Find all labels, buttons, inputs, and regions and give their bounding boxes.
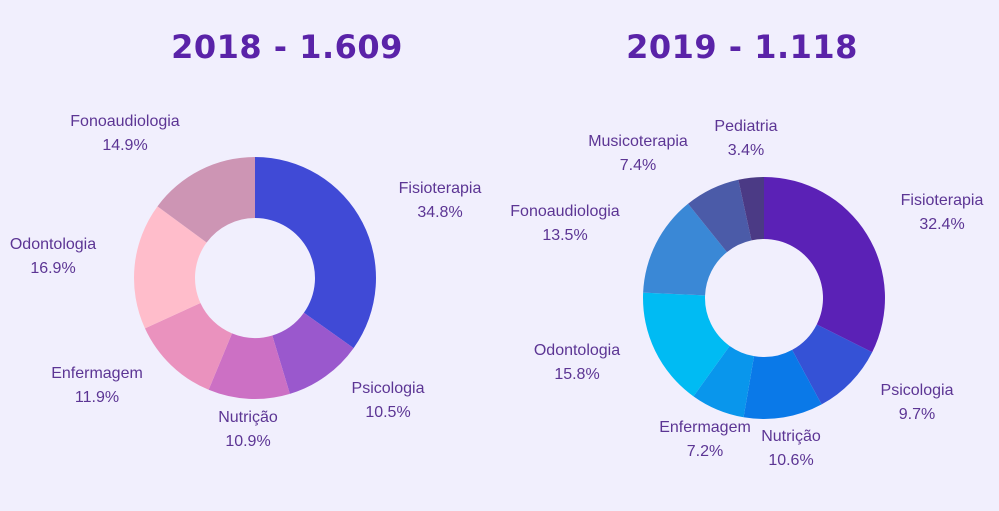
slice-2019-musicoterapia (688, 179, 752, 253)
slice-2018-enfermagem (144, 302, 233, 390)
slice-label-2019-pediatria: Pediatria (714, 118, 777, 135)
slice-value-2019-enfermagem: 7.2% (687, 443, 723, 460)
slice-value-2019-musicoterapia: 7.4% (620, 157, 656, 174)
slice-2019-fisioterapia (764, 177, 885, 353)
slice-value-2019-nutricao: 10.6% (768, 452, 813, 469)
slice-2019-pediatria (738, 177, 764, 241)
slice-2018-nutricao (208, 333, 290, 399)
slice-value-2018-fonoaudiologia: 14.9% (102, 137, 147, 154)
slice-label-2018-nutricao: Nutrição (218, 409, 278, 426)
chart-title-2018: 2018 - 1.609 (171, 28, 403, 66)
slice-2019-enfermagem (693, 345, 755, 418)
slice-label-2018-enfermagem: Enfermagem (51, 365, 143, 382)
slice-label-2018-fonoaudiologia: Fonoaudiologia (70, 113, 180, 130)
slice-2018-psicologia (272, 312, 354, 394)
slice-label-2019-fonoaudiologia: Fonoaudiologia (510, 203, 620, 220)
slice-value-2019-fisioterapia: 32.4% (919, 216, 964, 233)
slice-value-2018-enfermagem: 11.9% (75, 389, 119, 406)
slice-label-2019-musicoterapia: Musicoterapia (588, 133, 688, 150)
slice-value-2019-odontologia: 15.8% (554, 366, 599, 383)
slice-label-2019-psicologia: Psicologia (881, 382, 954, 399)
slice-label-2019-nutricao: Nutrição (761, 428, 821, 445)
slice-label-2019-fisioterapia: Fisioterapia (901, 192, 984, 209)
slice-value-2018-nutricao: 10.9% (225, 433, 270, 450)
chart-title-2019: 2019 - 1.118 (626, 28, 858, 66)
slice-2019-nutricao (743, 349, 822, 419)
donut-chart-2019: Fisioterapia 32.4% Psicologia 9.7% Nutrição 1… (510, 118, 983, 469)
slice-value-2019-psicologia: 9.7% (899, 406, 935, 423)
slice-value-2019-fonoaudiologia: 13.5% (542, 227, 587, 244)
slice-value-2019-pediatria: 3.4% (728, 142, 764, 159)
donut-chart-2018: Fisioterapia 34.8% Psicologia 10.5% Nutrição… (10, 113, 482, 450)
slice-label-2019-odontologia: Odontologia (534, 342, 620, 359)
slice-2018-odontologia (134, 206, 207, 329)
slice-2019-fonoaudiologia (643, 203, 727, 296)
slice-value-2018-odontologia: 16.9% (30, 260, 75, 277)
slice-2019-psicologia (792, 324, 873, 405)
slice-label-2018-fisioterapia: Fisioterapia (399, 180, 482, 197)
slice-label-2018-odontologia: Odontologia (10, 236, 96, 253)
slice-2019-odontologia (643, 292, 730, 397)
slice-value-2018-psicologia: 10.5% (365, 404, 410, 421)
slice-value-2018-fisioterapia: 34.8% (417, 204, 462, 221)
slice-label-2019-enfermagem: Enfermagem (659, 419, 751, 436)
slice-2018-fonoaudiologia (157, 157, 255, 243)
slice-2018-fisioterapia (255, 157, 376, 349)
slice-label-2018-psicologia: Psicologia (352, 380, 425, 397)
